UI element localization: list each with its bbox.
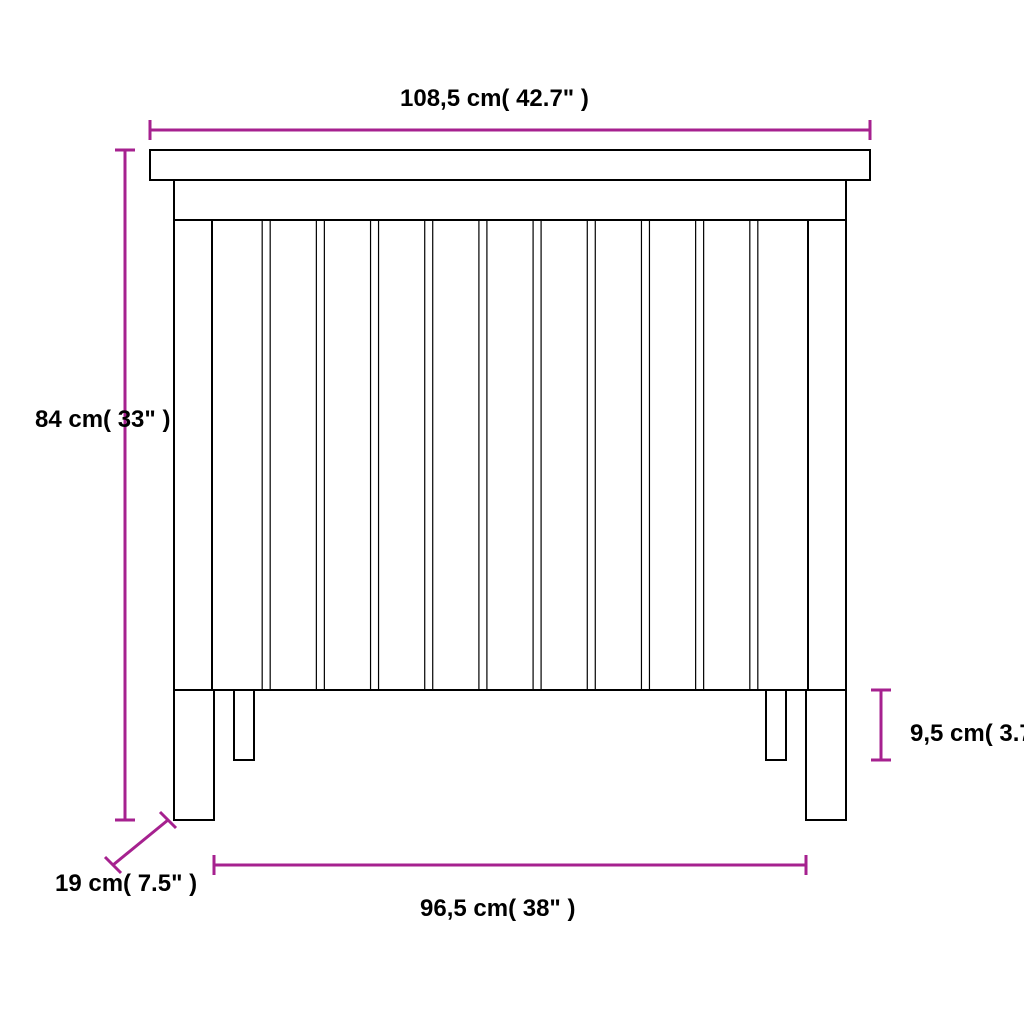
dim-top-label: 108,5 cm( 42.7" ) xyxy=(400,85,589,113)
dim-bottom-label: 96,5 cm( 38" ) xyxy=(420,895,575,923)
dim-innerleg-label: 9,5 cm( 3.7" ) xyxy=(910,720,1024,748)
dim-depth-label: 19 cm( 7.5" ) xyxy=(55,870,197,898)
drawing-canvas: 108,5 cm( 42.7" ) 84 cm( 33" ) 96,5 cm( … xyxy=(0,0,1024,1024)
dim-left-label: 84 cm( 33" ) xyxy=(35,406,170,434)
